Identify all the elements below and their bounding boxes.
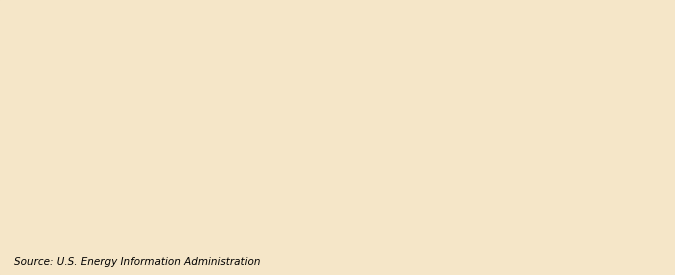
Point <box>363 66 374 71</box>
Text: Source: U.S. Energy Information Administration: Source: U.S. Energy Information Administ… <box>14 257 260 267</box>
Point <box>325 131 335 135</box>
Point <box>628 37 639 41</box>
Point <box>239 150 250 155</box>
Y-axis label: Thousand Barrels: Thousand Barrels <box>15 74 28 177</box>
Point <box>269 66 279 71</box>
Point <box>307 131 318 135</box>
Title: Monthly Gulf Coast (PADD 3) Imports from Norway of Pentanes Plus: Monthly Gulf Coast (PADD 3) Imports from… <box>128 15 597 29</box>
Point <box>115 211 126 216</box>
